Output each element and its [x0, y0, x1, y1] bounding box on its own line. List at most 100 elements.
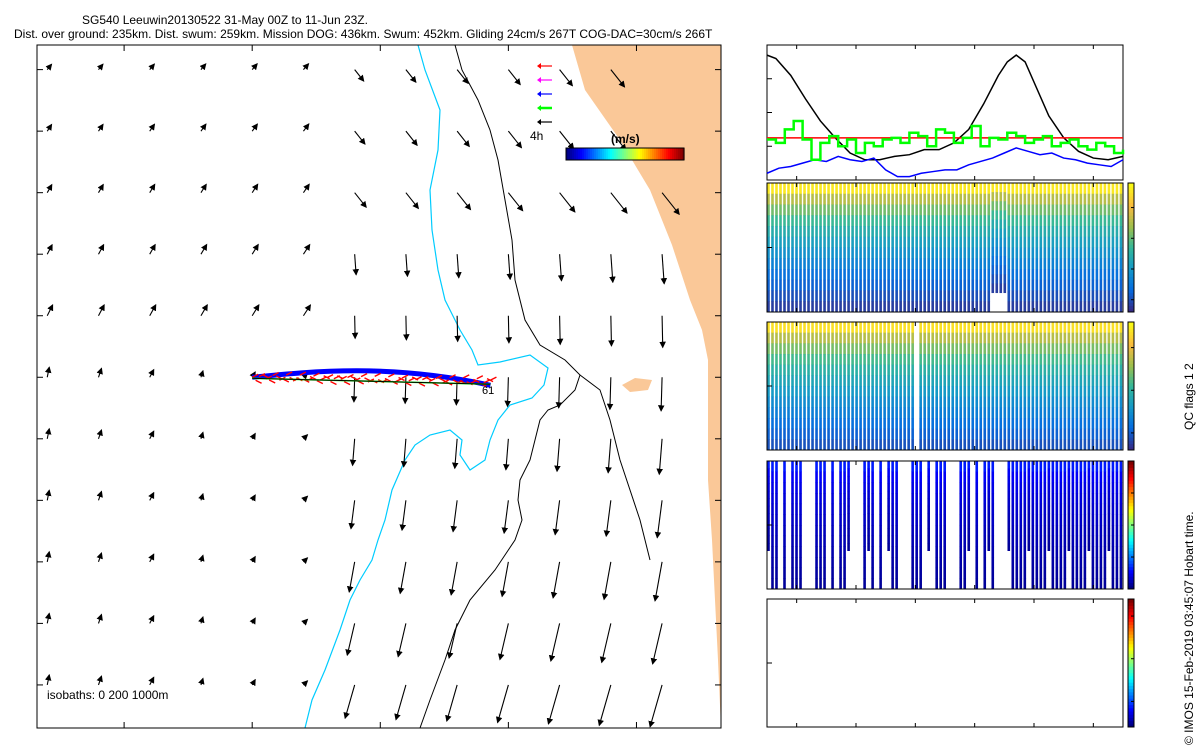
heatmap-cast-segment: [1043, 193, 1047, 205]
heatmap-cast-segment: [1039, 354, 1043, 366]
heatmap-cast-segment: [771, 322, 774, 334]
heatmap-cast-segment: [863, 567, 866, 579]
heatmap-cast-segment: [1095, 269, 1099, 281]
heatmap-cast-segment: [803, 247, 806, 259]
geo-vector: [354, 130, 366, 145]
heatmap-cast-segment: [1067, 236, 1071, 248]
heatmap-cast-segment: [1119, 418, 1123, 430]
heatmap-cast-segment: [1091, 493, 1095, 505]
heatmap-cast-segment: [943, 428, 947, 440]
heatmap-cast-segment: [939, 301, 942, 313]
heatmap-cast-segment: [1071, 247, 1075, 259]
heatmap-cast-segment: [1043, 482, 1047, 494]
heatmap-cast-segment: [931, 428, 934, 440]
heatmap-cast-segment: [847, 498, 850, 507]
heatmap-cast-segment: [859, 269, 862, 281]
heatmap-cast-segment: [1031, 557, 1035, 569]
heatmap-colorbar-cell: [1128, 531, 1134, 536]
heatmap-cast-segment: [1087, 343, 1091, 355]
heatmap-cast-segment: [819, 364, 822, 376]
heatmap-cast-segment: [795, 354, 798, 366]
heatmap-cast-segment: [1007, 520, 1011, 529]
heatmap-cast-segment: [959, 535, 963, 547]
heatmap-cast-segment: [883, 322, 886, 334]
heatmap-cast-segment: [859, 364, 862, 376]
heatmap-cast-segment: [1067, 269, 1071, 281]
heatmap-cast-segment: [771, 428, 774, 440]
heatmap-cast-segment: [1103, 525, 1107, 537]
heatmap-cast-segment: [1015, 482, 1019, 494]
heatmap-cast-segment: [915, 514, 918, 526]
heatmap-cast-segment: [799, 514, 802, 526]
heatmap-colorbar-cell: [1128, 704, 1134, 709]
heatmap-cast-segment: [895, 578, 898, 590]
heatmap-cast-segment: [911, 439, 914, 451]
heatmap-cast-segment: [1087, 490, 1091, 499]
heatmap-cast-segment: [827, 204, 830, 216]
heatmap-cast-segment: [803, 332, 806, 344]
heatmap-cast-segment: [1023, 183, 1027, 195]
heatmap-cast-segment: [1103, 407, 1107, 419]
heatmap-cast-segment: [1031, 364, 1035, 376]
heatmap-cast-segment: [1039, 193, 1043, 205]
heatmap-cast-segment: [1091, 183, 1095, 195]
heatmap-cast-segment: [1091, 215, 1095, 227]
heatmap-cast-segment: [1043, 439, 1047, 451]
heatmap-cast-segment: [899, 301, 902, 313]
geo-vector: [301, 680, 309, 688]
heatmap-cast-segment: [775, 332, 778, 344]
heatmap-cast-segment: [959, 322, 963, 334]
heatmap-cast-segment: [895, 525, 898, 537]
heatmap-cast-segment: [775, 258, 778, 270]
heatmap-cast-segment: [791, 418, 794, 430]
heatmap-cast-segment: [1035, 567, 1039, 579]
heatmap-cast-segment: [875, 428, 878, 440]
heatmap-colorbar-cell: [1128, 208, 1134, 213]
heatmap-cast-segment: [855, 236, 858, 248]
heatmap-cast-segment: [1031, 482, 1035, 494]
heatmap-cast-segment: [1119, 215, 1123, 227]
heatmap-cast-segment: [1103, 343, 1107, 355]
heatmap-cast-segment: [847, 375, 850, 387]
heatmap-cast-segment: [791, 567, 794, 579]
heatmap-cast-segment: [863, 247, 866, 259]
heatmap-cast-segment: [1079, 439, 1083, 451]
heatmap-cast-segment: [771, 525, 774, 537]
heatmap-cast-segment: [987, 301, 991, 313]
heatmap-cast-segment: [1083, 279, 1087, 291]
heatmap-cast-segment: [767, 498, 770, 507]
heatmap-cast-segment: [791, 503, 794, 515]
heatmap-cast-segment: [971, 396, 975, 408]
heatmap-cast-segment: [1047, 528, 1051, 537]
heatmap-colorbar-cell: [1128, 582, 1134, 587]
heatmap-cast-segment: [1035, 332, 1039, 344]
heatmap-cast-segment: [1071, 514, 1075, 526]
heatmap-cast-segment: [915, 258, 918, 270]
heatmap-cast-segment: [1011, 301, 1015, 313]
heatmap-cast-segment: [1031, 193, 1035, 205]
heatmap-cast-segment: [827, 428, 830, 440]
heatmap-cast-segment: [1063, 503, 1067, 515]
heatmap-cast-segment: [887, 183, 890, 195]
geo-vector: [451, 438, 459, 470]
heatmap-cast-segment: [927, 520, 930, 529]
geo-vector: [554, 438, 561, 473]
heatmap-cast-segment: [871, 343, 874, 355]
heatmap-cast-segment: [871, 301, 874, 313]
heatmap-cast-segment: [903, 386, 906, 398]
heatmap-cast-segment: [1107, 247, 1111, 259]
heatmap-cast-segment: [1083, 364, 1087, 376]
heatmap-cast-segment: [903, 279, 906, 291]
heatmap-cast-segment: [803, 375, 806, 387]
heatmap-cast-segment: [1011, 204, 1015, 216]
heatmap-cast-segment: [1007, 226, 1011, 238]
heatmap-cast-segment: [1103, 514, 1107, 526]
heatmap-cast-segment: [871, 215, 874, 227]
heatmap-cast-segment: [931, 407, 934, 419]
heatmap-cast-segment: [991, 428, 995, 440]
heatmap-cast-segment: [879, 258, 882, 270]
heatmap-cast-segment: [823, 354, 826, 366]
heatmap-cast-segment: [1087, 418, 1091, 430]
heatmap-cast-segment: [979, 236, 983, 248]
heatmap-cast-segment: [787, 375, 790, 387]
